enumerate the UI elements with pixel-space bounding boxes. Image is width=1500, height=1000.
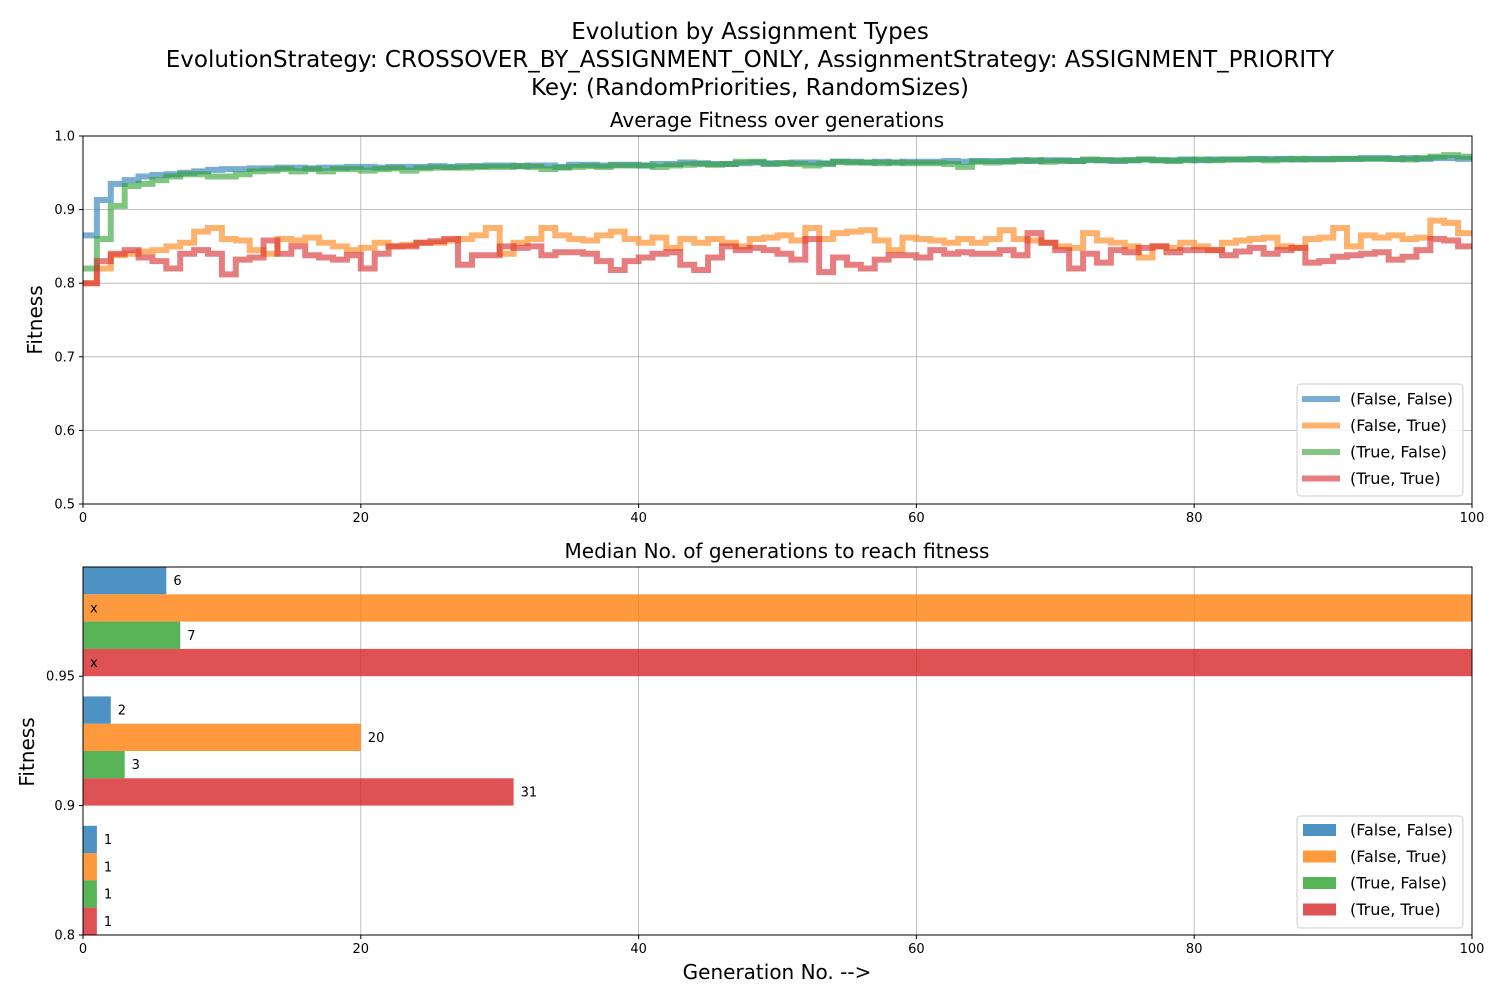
figure-title-line-1: Evolution by Assignment Types bbox=[571, 19, 929, 45]
top-y-tick-label: 1.0 bbox=[54, 130, 75, 145]
top-y-tick-label: 0.8 bbox=[54, 277, 75, 292]
bar bbox=[83, 751, 125, 779]
bottom-bars: 1 1 1 1 2 20 3 31 6 x 7 x bbox=[83, 567, 1472, 935]
bottom-y-axis-label: Fitness bbox=[15, 717, 39, 786]
top-y-axis-label: Fitness bbox=[23, 285, 47, 354]
bottom-x-axis-label: Generation No. --> bbox=[683, 960, 872, 984]
figure-title-line-3: Key: (RandomPriorities, RandomSizes) bbox=[531, 75, 969, 101]
bottom-tick-labels: 0 20 40 60 80 100 0.8 0.9 0.95 bbox=[46, 670, 1484, 957]
bar bbox=[83, 567, 167, 595]
bar-value-label: 7 bbox=[187, 629, 195, 644]
legend-label: (False, False) bbox=[1350, 390, 1453, 409]
top-y-tick-label: 0.7 bbox=[54, 350, 75, 365]
fitness-line-chart: Average Fitness over generations Fitness… bbox=[23, 108, 1484, 526]
bar bbox=[83, 853, 97, 881]
top-x-tick-label: 80 bbox=[1186, 511, 1203, 526]
top-chart-title: Average Fitness over generations bbox=[610, 108, 944, 132]
bottom-legend: (False, False) (False, True) (True, False)… bbox=[1296, 815, 1464, 929]
top-y-tick-label: 0.5 bbox=[54, 498, 75, 513]
bar-value-label: 6 bbox=[173, 574, 181, 589]
bar bbox=[83, 594, 1472, 622]
bottom-y-tick-label: 0.8 bbox=[54, 929, 75, 944]
bar bbox=[83, 778, 514, 806]
legend-label: (False, False) bbox=[1350, 821, 1453, 840]
bar-value-label: 20 bbox=[368, 731, 385, 746]
top-legend-box bbox=[1296, 383, 1464, 497]
bottom-y-tick-label: 0.95 bbox=[46, 670, 75, 685]
top-axes-frame bbox=[82, 135, 1473, 505]
bar-value-label: 1 bbox=[104, 888, 112, 903]
figure-title-line-2: EvolutionStrategy: CROSSOVER_BY_ASSIGNME… bbox=[166, 47, 1335, 73]
top-x-tick-label: 0 bbox=[79, 511, 87, 526]
bar bbox=[83, 825, 97, 854]
legend-bar-swatch bbox=[1303, 877, 1336, 889]
bottom-chart-title: Median No. of generations to reach fitne… bbox=[565, 539, 990, 563]
bottom-x-tick-label: 60 bbox=[908, 942, 925, 957]
top-series-group bbox=[83, 152, 1472, 287]
series-line-2 bbox=[83, 152, 1472, 272]
bottom-axes-frame bbox=[82, 566, 1473, 936]
top-y-tick-label: 0.9 bbox=[54, 203, 75, 218]
legend-bar-swatch bbox=[1303, 824, 1336, 836]
bar bbox=[83, 880, 97, 908]
bottom-x-tick-label: 80 bbox=[1186, 942, 1203, 957]
legend-label: (False, True) bbox=[1350, 416, 1447, 435]
bar-value-label: 1 bbox=[104, 860, 112, 875]
legend-label: (True, True) bbox=[1350, 469, 1441, 488]
series-line-1 bbox=[83, 217, 1472, 287]
top-tick-labels: 0 20 40 60 80 100 0.5 0.6 0.7 0.8 0.9 1.0 bbox=[54, 130, 1484, 527]
bar bbox=[83, 723, 361, 751]
bottom-x-tick-label: 100 bbox=[1460, 942, 1485, 957]
bottom-y-tick-label: 0.9 bbox=[54, 799, 75, 814]
bar-value-label: x bbox=[90, 656, 98, 671]
top-y-tick-label: 0.6 bbox=[54, 424, 75, 439]
bar-value-label: 2 bbox=[118, 704, 126, 719]
top-x-tick-label: 60 bbox=[908, 511, 925, 526]
legend-label: (True, False) bbox=[1350, 443, 1447, 462]
top-x-tick-label: 100 bbox=[1460, 511, 1485, 526]
series-line-3 bbox=[83, 230, 1472, 287]
bar-value-label: 3 bbox=[132, 758, 140, 773]
top-legend: (False, False) (False, True) (True, False)… bbox=[1296, 383, 1464, 497]
top-x-tick-label: 20 bbox=[353, 511, 370, 526]
bar bbox=[83, 696, 111, 724]
legend-label: (False, True) bbox=[1350, 847, 1447, 866]
bar-value-label: 31 bbox=[521, 785, 538, 800]
top-x-tick-label: 40 bbox=[630, 511, 647, 526]
bar-value-label: 1 bbox=[104, 915, 112, 930]
legend-bar-swatch bbox=[1303, 850, 1336, 863]
bar bbox=[83, 907, 97, 935]
bar bbox=[83, 621, 181, 649]
top-series-lines bbox=[83, 152, 1472, 287]
bottom-x-tick-label: 20 bbox=[353, 942, 370, 957]
bottom-x-tick-label: 40 bbox=[630, 942, 647, 957]
legend-label: (True, False) bbox=[1350, 874, 1447, 893]
legend-label: (True, True) bbox=[1350, 900, 1441, 919]
legend-bar-swatch bbox=[1303, 903, 1336, 916]
bottom-legend-box bbox=[1296, 815, 1464, 929]
bottom-x-tick-label: 0 bbox=[79, 942, 87, 957]
median-generations-bar-chart: Median No. of generations to reach fitne… bbox=[15, 539, 1484, 984]
bar-value-label: 1 bbox=[104, 833, 112, 848]
bar bbox=[83, 648, 1472, 677]
bar-value-label: x bbox=[90, 601, 98, 616]
